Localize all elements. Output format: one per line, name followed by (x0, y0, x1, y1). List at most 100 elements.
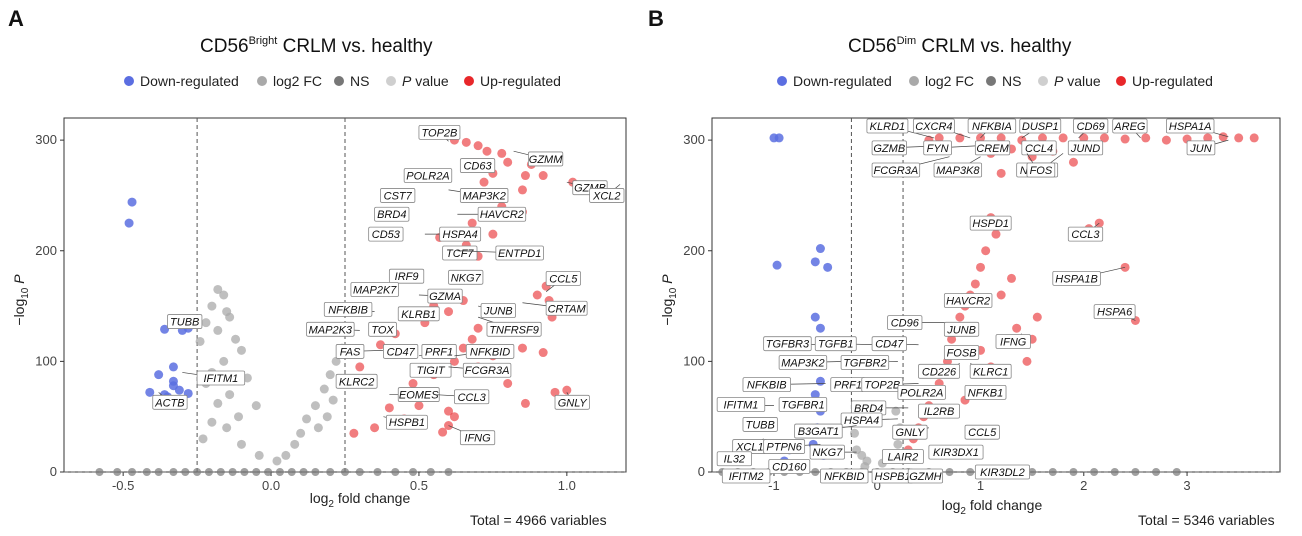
ns-point (204, 468, 213, 476)
ns-point (113, 468, 122, 476)
up-point (461, 137, 471, 147)
y-tick-label: 0 (698, 464, 705, 479)
gene-label: GZMA (429, 291, 461, 303)
gene-label-box (459, 158, 496, 173)
gene-label-box (943, 293, 993, 308)
gene-label: HSPA1A (1169, 121, 1212, 133)
gene-label: EOMES (399, 390, 439, 402)
gene-label-box (465, 344, 515, 359)
gene-label: KLRC1 (973, 366, 1008, 378)
fc-point (310, 401, 320, 411)
gene-label: NFKBID (824, 471, 864, 483)
ns-point (128, 468, 137, 476)
gene-label-box (1166, 118, 1215, 134)
gene-label-box (778, 355, 828, 370)
panel-a-plot: 0 100 200 300 -0.5 0.0 0.5 1.0 TOP2B GZMM CD63 POLR… (35, 117, 627, 493)
down-point (124, 218, 134, 228)
legend-up-swatch (464, 76, 474, 86)
gene-label: BRD4 (377, 209, 406, 221)
gene-label: IFNG (464, 433, 491, 445)
gene-label-box (967, 118, 1017, 134)
ns-point (95, 468, 104, 476)
gene-label-box (964, 424, 1000, 440)
gene-label: AREG (1113, 121, 1146, 133)
ns-point (240, 468, 249, 476)
gene-label-box (545, 300, 588, 316)
down-point (810, 257, 820, 267)
up-point (1249, 133, 1259, 143)
up-point (384, 403, 394, 413)
ns-point (1110, 468, 1119, 476)
gene-label: PTPN6 (766, 442, 802, 454)
gene-label: CCL3 (458, 392, 487, 404)
up-point (538, 171, 548, 181)
up-point (414, 401, 424, 411)
x-tick-label: 1 (977, 478, 984, 493)
gene-label: PRF1 (425, 346, 453, 358)
down-point (774, 133, 784, 143)
up-point (991, 229, 1001, 239)
gene-label: KIR3DX1 (933, 447, 979, 459)
up-point (1022, 356, 1032, 366)
panel-a-xlabel: log2 fold change (310, 490, 411, 510)
gene-label-box (923, 140, 952, 156)
fc-point (313, 423, 323, 433)
gene-label: GNLY (558, 397, 588, 409)
gene-label: TGFBR2 (843, 357, 886, 369)
gene-label: CD96 (891, 318, 920, 330)
up-point (1218, 132, 1228, 142)
up-point (550, 387, 560, 397)
up-point (1032, 312, 1042, 322)
gene-label: MAP3K2 (781, 357, 824, 369)
legend-down-swatch (124, 76, 134, 86)
gene-label: HSPB1 (389, 417, 425, 429)
x-tick-label: 2 (1080, 478, 1087, 493)
gene-label-box (397, 306, 440, 322)
gene-label: JUNB (483, 305, 513, 317)
gene-label: NFKB1 (968, 387, 1003, 399)
gene-label: GZMM (529, 154, 563, 166)
gene-label: IL32 (724, 454, 745, 466)
fc-point (234, 412, 244, 422)
x-tick-label: -0.5 (112, 478, 134, 493)
ns-point (1152, 468, 1161, 476)
gene-label-box (974, 464, 1030, 480)
gene-label-box (442, 245, 478, 261)
y-tick-label: 100 (683, 353, 705, 368)
ns-point (228, 468, 237, 476)
gene-label-box (368, 226, 404, 242)
up-point (375, 340, 385, 350)
legend-a: Down-regulated log2 FC NS P value Up-reg… (124, 73, 561, 89)
ns-point (1172, 468, 1181, 476)
gene-label-box (462, 362, 512, 378)
y-tick-label: 200 (683, 243, 705, 258)
legend-fc-swatch (909, 76, 919, 86)
gene-label: CD69 (1077, 121, 1105, 133)
panel-b-title: CD56Dim CRLM vs. healthy (848, 35, 1072, 57)
gene-label-box (1026, 162, 1056, 178)
fc-point (325, 370, 335, 380)
gene-label: IL2RB (924, 406, 955, 418)
gene-label-box (1052, 271, 1101, 286)
gene-label-box (1093, 304, 1136, 319)
gene-label: CREM (976, 143, 1009, 155)
fc-point (236, 439, 246, 449)
y-tick-label: 0 (50, 464, 57, 479)
gene-label: BRD4 (854, 403, 883, 415)
gene-label: HSPA4 (844, 415, 879, 427)
gene-label-box (871, 140, 907, 156)
gene-label-box (459, 430, 496, 446)
gene-label-box (323, 301, 373, 317)
fc-point (331, 356, 341, 366)
gene-label: FOS (1030, 165, 1053, 177)
gene-label-box (840, 355, 890, 370)
up-point (473, 323, 483, 333)
gene-label-box (421, 344, 457, 359)
up-point (520, 398, 530, 408)
legend-ns-label: NS (350, 73, 369, 89)
gene-label-box (871, 162, 921, 178)
gene-label: MAP3K2 (462, 190, 505, 202)
gene-label: B3GAT1 (798, 426, 839, 438)
up-point (444, 406, 454, 416)
up-point (349, 428, 359, 438)
